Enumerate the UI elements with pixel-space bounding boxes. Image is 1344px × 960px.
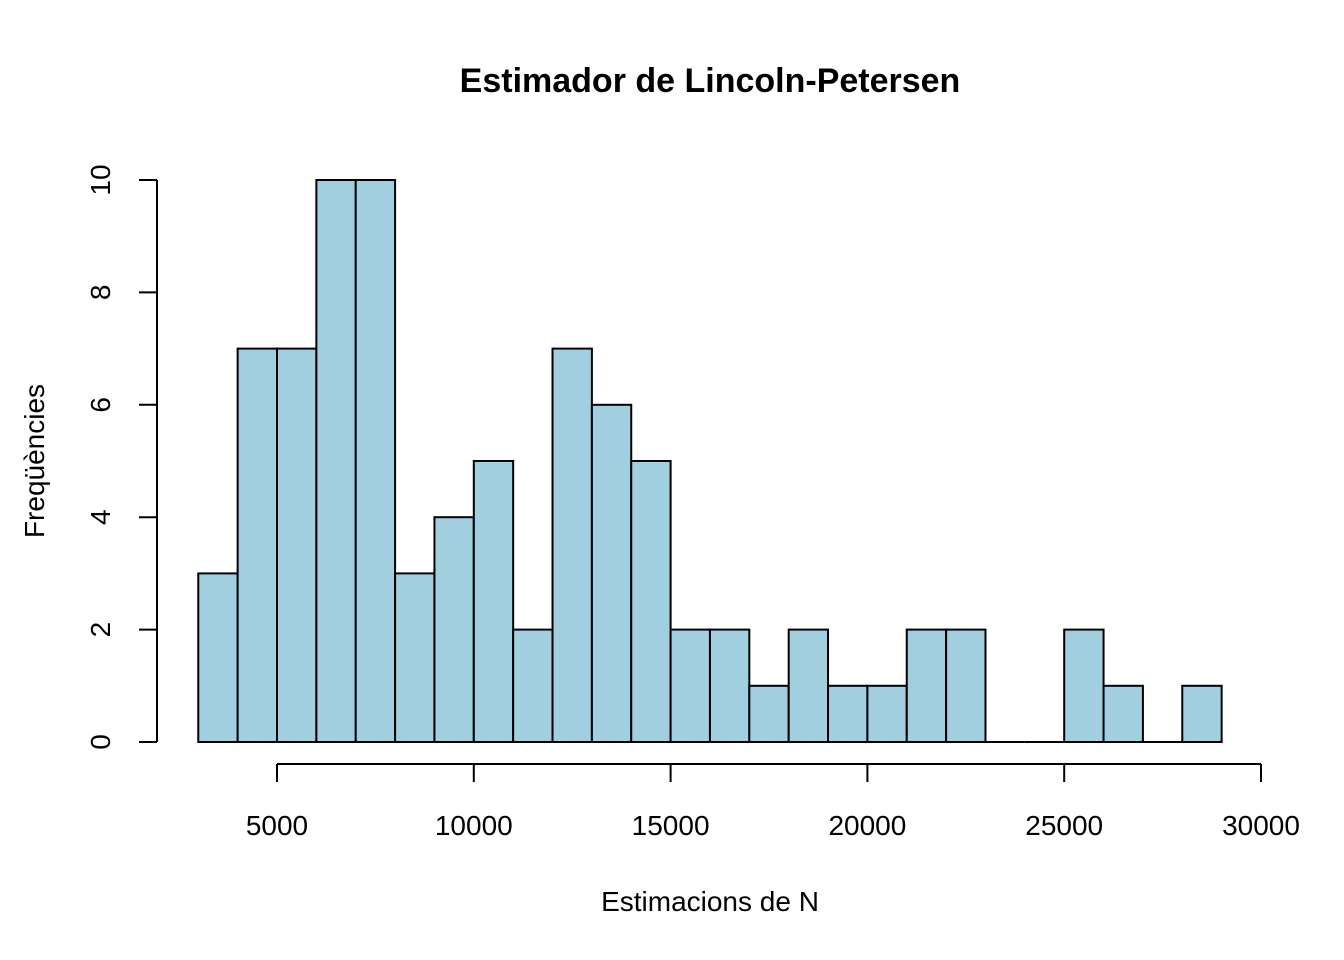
histogram-bar (1102, 684, 1144, 743)
x-tick-label: 30000 (1222, 810, 1300, 841)
y-axis: 0 2 4 6 8 10 (85, 164, 158, 750)
histogram-bar (905, 628, 948, 743)
histogram-bar (827, 684, 869, 743)
y-tick-label: 4 (85, 509, 116, 525)
histogram-bar (354, 179, 397, 743)
y-tick-label: 10 (85, 164, 116, 195)
y-tick-label: 6 (85, 397, 116, 413)
histogram-bar (590, 403, 633, 743)
histogram-bar (472, 460, 515, 743)
y-tick-label: 0 (85, 734, 116, 750)
histogram-bar (276, 347, 318, 743)
x-axis-label: Estimacions de N (601, 886, 819, 917)
histogram-bar (433, 516, 475, 744)
histogram-bar (1181, 684, 1223, 743)
bars-group (197, 179, 1223, 744)
histogram-bar (551, 347, 593, 743)
chart-title: Estimador de Lincoln-Petersen (460, 62, 961, 100)
histogram-bar (394, 572, 436, 744)
y-tick-label: 8 (85, 285, 116, 301)
y-axis-label: Freqüències (19, 384, 50, 538)
histogram-bar (512, 628, 554, 743)
histogram-bar (197, 572, 239, 744)
x-tick-label: 10000 (435, 810, 513, 841)
histogram-bar (945, 628, 987, 743)
histogram-bar (236, 347, 278, 743)
x-tick-label: 25000 (1025, 810, 1103, 841)
histogram-bar (315, 179, 357, 743)
x-tick-label: 15000 (632, 810, 710, 841)
x-tick-label: 20000 (828, 810, 906, 841)
x-axis: 5000 10000 15000 20000 25000 30000 (246, 763, 1300, 841)
histogram-bar (708, 628, 751, 743)
histogram-bar (630, 460, 672, 743)
histogram-bar (1063, 628, 1105, 743)
x-tick-label: 5000 (246, 810, 308, 841)
histogram-bar (669, 628, 711, 743)
histogram-bar (748, 684, 790, 743)
histogram-bar (866, 684, 908, 743)
y-tick-label: 2 (85, 622, 116, 638)
histogram-bar (787, 628, 830, 743)
